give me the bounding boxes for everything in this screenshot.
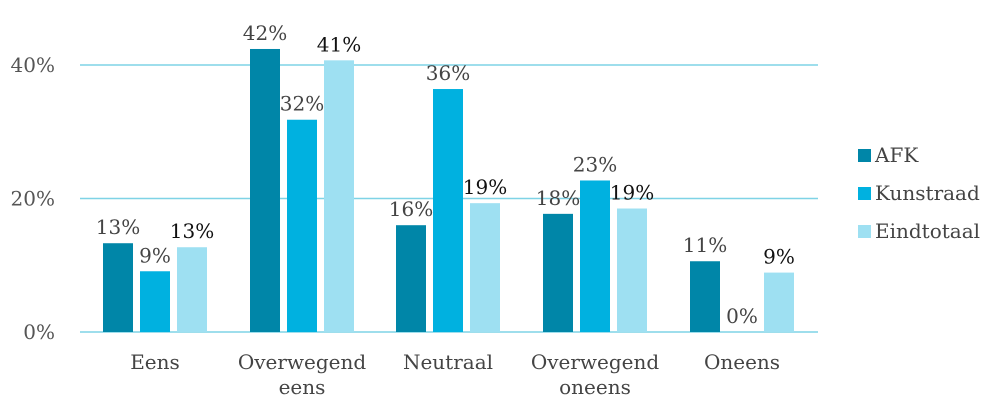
bar-afk-0 <box>103 243 133 332</box>
category-label: eens <box>279 375 326 398</box>
legend-swatch-eindtotaal <box>858 224 871 238</box>
bar-afk-1 <box>250 48 280 332</box>
legend-item-eindtotaal: Eindtotaal <box>858 212 988 250</box>
bar-afk-4 <box>690 261 720 332</box>
bars <box>103 48 794 332</box>
y-axis-ticks: 0% 20% 40% <box>11 53 55 344</box>
data-label-afk-0: 13% <box>96 215 140 239</box>
y-tick-label: 20% <box>11 187 55 211</box>
bar-eindtotaal-4 <box>764 272 794 332</box>
legend-item-afk: AFK <box>858 136 988 174</box>
category-label: oneens <box>559 375 631 398</box>
bar-eindtotaal-1 <box>324 60 354 332</box>
y-tick-label: 0% <box>23 320 55 344</box>
legend-swatch-afk <box>858 148 871 162</box>
data-label-afk-2: 16% <box>389 197 433 221</box>
bar-kunstraad-3 <box>580 180 610 332</box>
data-label-afk-3: 18% <box>536 186 580 210</box>
category-label: Overwegend <box>238 350 367 374</box>
data-label-kunstraad-3: 23% <box>573 152 617 176</box>
data-label-eindtotaal-2: 19% <box>463 175 507 199</box>
category-label: Eens <box>130 350 180 374</box>
bar-kunstraad-1 <box>287 119 317 332</box>
bar-afk-2 <box>396 225 426 332</box>
data-label-kunstraad-0: 9% <box>139 243 171 267</box>
data-label-eindtotaal-1: 41% <box>317 32 361 56</box>
data-label-kunstraad-4: 0% <box>726 304 758 328</box>
category-label: Overwegend <box>531 350 660 374</box>
bar-eindtotaal-2 <box>470 203 500 332</box>
legend-label-kunstraad: Kunstraad <box>875 181 980 205</box>
legend-item-kunstraad: Kunstraad <box>858 174 988 212</box>
data-label-eindtotaal-0: 13% <box>170 219 214 243</box>
bar-eindtotaal-3 <box>617 208 647 332</box>
category-label: Neutraal <box>403 350 493 374</box>
bar-kunstraad-2 <box>433 89 463 332</box>
data-label-kunstraad-2: 36% <box>426 61 470 85</box>
y-tick-label: 40% <box>11 53 55 77</box>
data-labels: 13% 42% 16% 18% 11% 9% 32% 36% 23% 0% 13% 41% 19% 19%… <box>96 21 795 328</box>
bar-eindtotaal-0 <box>177 247 207 332</box>
category-label: Oneens <box>704 350 780 374</box>
legend: AFK Kunstraad Eindtotaal <box>858 136 988 250</box>
legend-swatch-kunstraad <box>858 186 871 200</box>
bar-kunstraad-0 <box>140 271 170 332</box>
data-label-eindtotaal-4: 9% <box>763 245 795 269</box>
data-label-eindtotaal-3: 19% <box>610 181 654 205</box>
data-label-kunstraad-1: 32% <box>280 92 324 116</box>
legend-label-afk: AFK <box>875 143 919 167</box>
data-label-afk-4: 11% <box>683 233 727 257</box>
bar-afk-3 <box>543 213 573 332</box>
legend-label-eindtotaal: Eindtotaal <box>875 219 981 243</box>
data-label-afk-1: 42% <box>243 21 287 45</box>
